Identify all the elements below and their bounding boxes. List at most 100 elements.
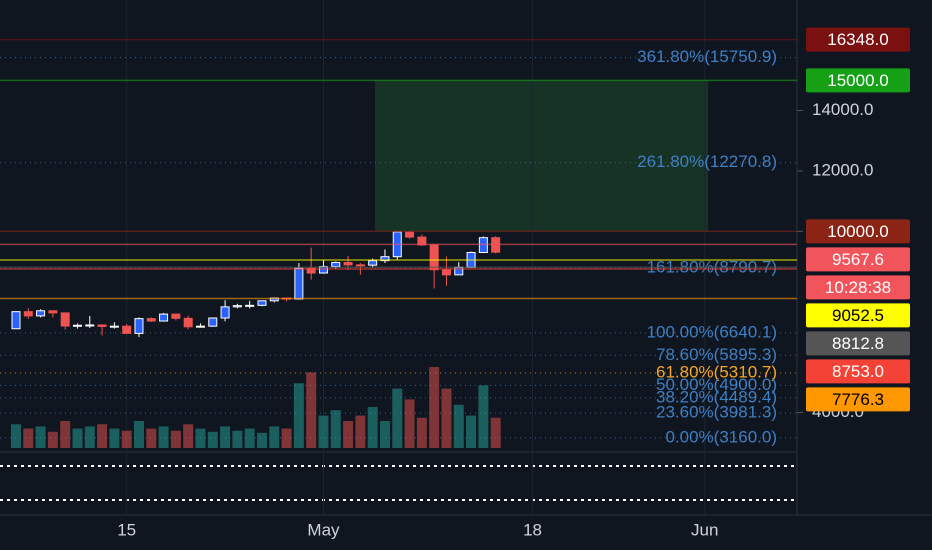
candle-body [208, 317, 218, 327]
fib-label: 38.20%(4489.4) [656, 387, 777, 406]
candle-body [405, 231, 415, 238]
volume-bar [453, 404, 464, 448]
price-tag-label: 9567.6 [832, 250, 884, 269]
candle-body [146, 318, 156, 322]
volume-bar [170, 430, 181, 448]
price-tag [806, 303, 910, 328]
candle-body [23, 311, 33, 317]
volume-bar [84, 426, 95, 448]
x-tick-label: 15 [117, 520, 136, 539]
volume-bar [318, 415, 329, 448]
volume-bar [133, 421, 144, 448]
candle-body [294, 267, 304, 300]
price-tag-label: 8812.8 [832, 334, 884, 353]
price-tag [806, 387, 910, 412]
volume-bar [478, 385, 489, 448]
candle-body [159, 313, 169, 322]
volume-bar [47, 431, 58, 448]
price-tag-label: 16348.0 [827, 30, 888, 49]
volume-bar [441, 388, 452, 448]
volume-bar [293, 383, 304, 448]
volume-bar [109, 428, 120, 448]
volume-bar [23, 428, 34, 448]
price-tag-label: 8753.0 [832, 362, 884, 381]
candle-body [122, 325, 132, 334]
price-tag [806, 275, 910, 300]
price-tag [806, 331, 910, 356]
candle-body [48, 310, 58, 314]
volume-bar [269, 426, 280, 448]
volume-bar [306, 372, 317, 448]
candle-body [245, 304, 255, 307]
candle-body [232, 305, 242, 308]
candle-body [134, 318, 144, 334]
volume-bar [232, 430, 243, 448]
price-tag [806, 27, 910, 52]
candle-body [195, 325, 205, 328]
volume-bar [429, 367, 440, 448]
volume-bar [367, 406, 378, 448]
x-tick-label: May [307, 520, 340, 539]
volume-bar [97, 424, 108, 448]
candle-body [257, 300, 267, 306]
volume-bar [343, 421, 354, 448]
volume-bar [207, 431, 218, 448]
candle-body [355, 264, 365, 267]
candle-body [60, 312, 70, 327]
candle-body [109, 325, 119, 328]
volume-bar [281, 428, 292, 448]
volume-bar [158, 426, 169, 448]
volume-bar [392, 388, 403, 448]
fib-label: 50.00%(4900.0) [656, 375, 777, 394]
fib-label: 23.60%(3981.3) [656, 403, 777, 422]
y-tick-label: 14000.0 [812, 100, 873, 119]
candle-body [72, 324, 82, 327]
candle-body [11, 311, 21, 330]
candle-body [85, 324, 95, 327]
candle-body [183, 317, 193, 328]
candle-body [429, 244, 439, 271]
fib-label: 61.80%(5310.7) [656, 362, 777, 381]
y-tick-label: 12000.0 [812, 160, 873, 179]
volume-bar [10, 424, 21, 448]
volume-bar [60, 421, 71, 448]
volume-bar [183, 424, 194, 448]
price-tag-label: 7776.3 [832, 390, 884, 409]
fib-label: 100.00%(6640.1) [647, 322, 777, 341]
price-tag-label: 9052.5 [832, 306, 884, 325]
volume-bar [330, 410, 341, 448]
volume-bar [195, 428, 206, 448]
volume-bar [466, 415, 477, 448]
fib-label: 261.80%(12270.8) [637, 152, 777, 171]
target-zone [375, 80, 708, 231]
price-tag [806, 359, 910, 384]
volume-bar [244, 428, 255, 448]
volume-bar [404, 399, 415, 448]
candle-body [171, 313, 181, 319]
volume-bar [35, 426, 46, 448]
volume-bar [490, 417, 501, 448]
volume-bar [416, 417, 427, 448]
x-tick-label: Jun [691, 520, 718, 539]
fib-label: 0.00%(3160.0) [665, 427, 777, 446]
volume-bar [220, 426, 231, 448]
volume-bar [379, 421, 390, 448]
volume-bar [256, 432, 267, 448]
candle-body [441, 269, 451, 276]
candle-body [36, 310, 46, 317]
price-tag-label: 10:28:38 [825, 278, 891, 297]
price-tag [806, 68, 910, 93]
candle-body [368, 260, 378, 266]
price-tag [806, 247, 910, 272]
candle-body [343, 261, 353, 266]
volume-bar [121, 430, 132, 448]
candle-body [331, 261, 341, 268]
volume-bar [355, 415, 366, 448]
price-tag-label: 10000.0 [827, 222, 888, 241]
price-tag-label: 15000.0 [827, 71, 888, 90]
volume-bar [72, 428, 83, 448]
fib-label: 78.60%(5895.3) [656, 345, 777, 364]
volume-bar [146, 428, 157, 448]
fib-label: 361.80%(15750.9) [637, 47, 777, 66]
